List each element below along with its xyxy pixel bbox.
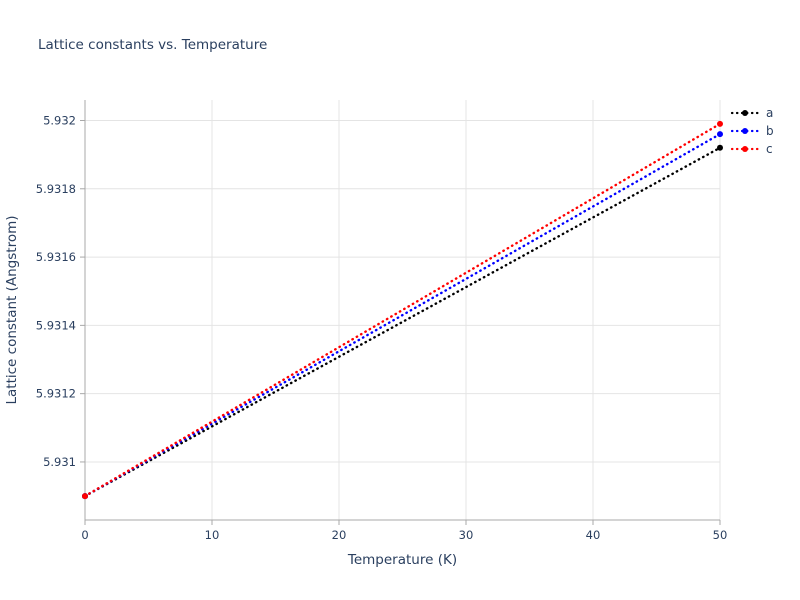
chart-title: Lattice constants vs. Temperature [38, 37, 268, 53]
series-marker-a [717, 144, 723, 151]
series-marker-b [717, 131, 723, 138]
y-tick-label: 5.931 [43, 455, 76, 469]
x-tick-label: 50 [713, 528, 728, 542]
series-marker-c [82, 493, 88, 500]
legend-label: a [766, 106, 773, 120]
legend-marker [742, 110, 748, 116]
series-line-c [83, 122, 722, 498]
x-axis-label: Temperature (K) [347, 552, 458, 568]
y-tick-label: 5.9318 [36, 182, 76, 196]
series-marker-c [717, 120, 723, 127]
x-tick-label: 40 [586, 528, 601, 542]
y-axis-label: Lattice constant (Angstrom) [4, 215, 20, 405]
y-tick-label: 5.932 [43, 113, 76, 127]
legend-item-b[interactable]: b [730, 124, 774, 138]
x-tick-label: 20 [332, 528, 347, 542]
y-tick-label: 5.9316 [36, 250, 76, 264]
x-tick-label: 30 [459, 528, 474, 542]
x-tick-label: 0 [81, 528, 88, 542]
y-tick-label: 5.9314 [36, 318, 76, 332]
y-tick-label: 5.9312 [36, 387, 76, 401]
legend-item-c[interactable]: c [730, 142, 773, 156]
legend-label: b [766, 124, 774, 138]
series-line-b [83, 132, 722, 498]
legend-marker [742, 128, 748, 134]
x-tick-label: 10 [205, 528, 220, 542]
legend-item-a[interactable]: a [730, 106, 773, 120]
series-line-a [83, 146, 722, 498]
legend-marker [742, 146, 748, 152]
legend-label: c [766, 142, 773, 156]
